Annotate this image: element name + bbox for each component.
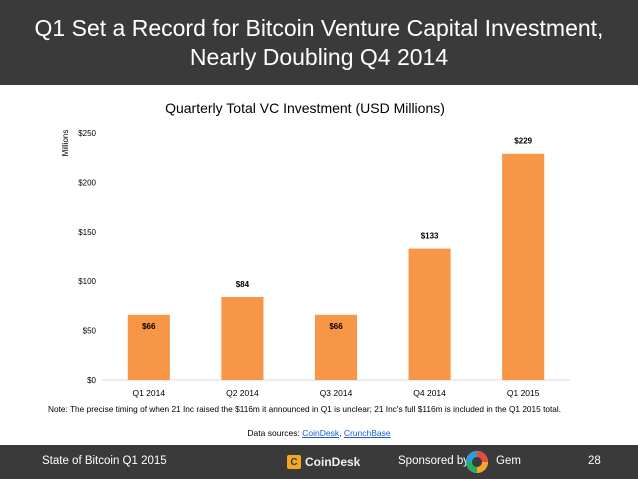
footer-report-title: State of Bitcoin Q1 2015: [42, 455, 167, 467]
slide-header: Q1 Set a Record for Bitcoin Venture Capi…: [0, 0, 638, 85]
bar-chart: Quarterly Total VC Investment (USD Milli…: [61, 100, 570, 398]
x-tick-label: Q4 2014: [413, 388, 446, 398]
chart-area: Quarterly Total VC Investment (USD Milli…: [0, 85, 638, 445]
y-tick-label: $150: [78, 228, 96, 237]
sponsor-name: Gem: [496, 455, 521, 467]
footnote: Note: The precise timing of when 21 Inc …: [48, 404, 562, 414]
coindesk-icon: C: [287, 455, 301, 469]
gem-logo-icon: [466, 451, 488, 473]
slide-title-line-1: Q1 Set a Record for Bitcoin Venture Capi…: [34, 14, 604, 41]
sources-prefix: Data sources:: [247, 428, 303, 438]
sources-separator: ,: [339, 428, 344, 438]
data-label: $66: [142, 322, 156, 331]
coindesk-source-link[interactable]: CoinDesk: [302, 428, 340, 438]
x-tick-label: Q2 2014: [226, 388, 259, 398]
bars-group: [127, 153, 545, 380]
bar: [502, 153, 545, 380]
bar: [127, 314, 170, 380]
slide-footer: State of Bitcoin Q1 2015 C CoinDesk Spon…: [0, 445, 638, 479]
y-axis-ticks: $0 $50 $100 $150 $200 $250: [78, 129, 96, 385]
bar: [314, 314, 358, 380]
data-label: $84: [236, 280, 250, 289]
data-labels-group: $66 $84 $66 $133 $229: [142, 137, 533, 331]
bar: [221, 297, 264, 380]
coindesk-brand-text: CoinDesk: [305, 455, 361, 469]
data-label: $133: [421, 232, 439, 241]
y-tick-label: $0: [87, 376, 96, 385]
x-tick-label: Q1 2015: [507, 388, 540, 398]
slide-title-line-2: Nearly Doubling Q4 2014: [189, 43, 449, 70]
y-tick-label: $250: [78, 129, 96, 138]
sponsored-by-text: Sponsored by: [398, 455, 469, 467]
data-label: $229: [514, 137, 532, 146]
chart-title: Quarterly Total VC Investment (USD Milli…: [165, 100, 445, 116]
y-tick-label: $100: [78, 277, 96, 286]
data-label: $66: [329, 322, 343, 331]
x-tick-label: Q1 2014: [132, 388, 165, 398]
page-number: 28: [588, 455, 601, 467]
bar: [408, 248, 451, 380]
x-tick-label: Q3 2014: [320, 388, 353, 398]
y-tick-label: $200: [78, 178, 96, 187]
x-axis-ticks: Q1 2014 Q2 2014 Q3 2014 Q4 2014 Q1 2015: [132, 388, 539, 398]
coindesk-brand: C CoinDesk: [287, 453, 360, 471]
y-tick-label: $50: [83, 327, 97, 336]
y-axis-label: Millions: [61, 130, 70, 157]
data-sources: Data sources: CoinDesk, CrunchBase: [0, 428, 638, 438]
crunchbase-source-link[interactable]: CrunchBase: [343, 428, 391, 438]
